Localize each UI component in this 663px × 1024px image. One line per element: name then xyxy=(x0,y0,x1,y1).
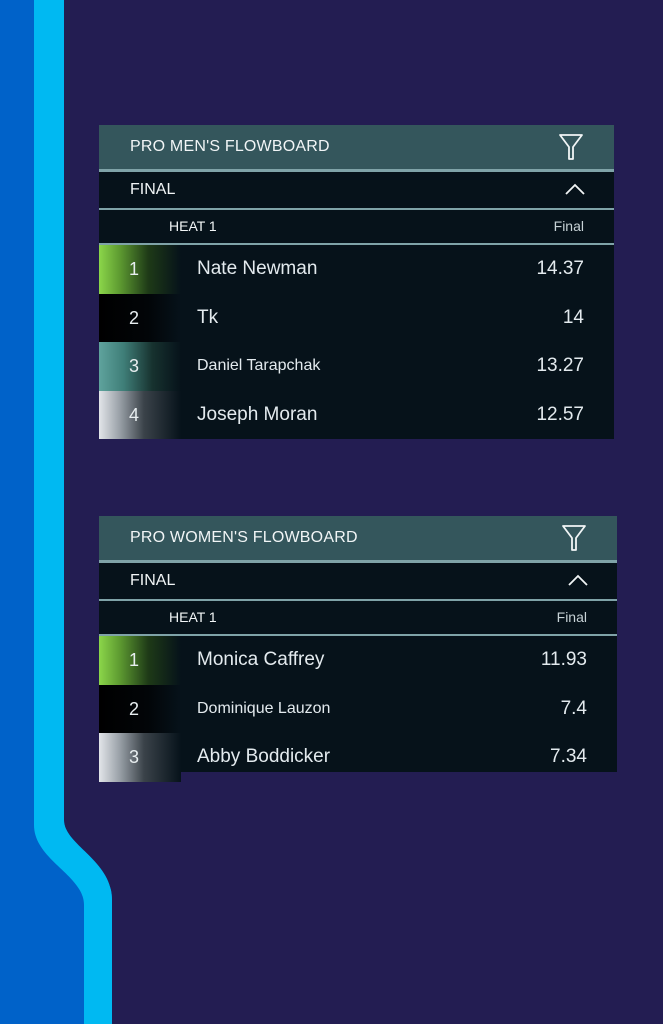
filter-funnel-icon[interactable] xyxy=(561,523,587,553)
board-title: PRO MEN'S FLOWBOARD xyxy=(130,138,330,155)
athlete-name: Joseph Moran xyxy=(197,403,318,425)
athlete-name: Dominique Lauzon xyxy=(197,699,331,717)
heat-label: HEAT 1 xyxy=(169,218,217,234)
rank-number: 3 xyxy=(129,356,140,376)
heat-status: Final xyxy=(556,609,587,625)
athlete-score: 13.27 xyxy=(536,355,584,376)
rank-badge xyxy=(99,684,181,733)
rank-badge xyxy=(99,342,181,391)
round-toggle-row[interactable]: FINAL xyxy=(99,563,617,601)
result-row[interactable]: 4 Joseph Moran 12.57 xyxy=(99,390,614,439)
heat-label: HEAT 1 xyxy=(169,609,217,625)
rank-number: 2 xyxy=(129,307,140,328)
athlete-name: Nate Newman xyxy=(197,258,318,279)
athlete-score: 12.57 xyxy=(536,403,584,425)
result-row[interactable]: 3 Daniel Tarapchak 13.27 xyxy=(99,342,614,391)
result-row[interactable]: 2 Dominique Lauzon 7.4 xyxy=(99,684,617,733)
board-header: PRO WOMEN'S FLOWBOARD xyxy=(99,516,617,563)
rank-number: 1 xyxy=(129,259,140,279)
athlete-name: Tk xyxy=(197,306,219,328)
result-row[interactable]: 3 Abby Boddicker 7.34 xyxy=(99,733,617,782)
athlete-score: 14 xyxy=(562,306,584,328)
athlete-name: Abby Boddicker xyxy=(197,746,331,767)
chevron-up-icon[interactable] xyxy=(567,573,589,587)
chevron-up-icon[interactable] xyxy=(564,182,586,196)
round-label: FINAL xyxy=(130,572,176,589)
athlete-name: Monica Caffrey xyxy=(197,649,325,670)
rank-number: 4 xyxy=(129,404,140,425)
heat-header-row: HEAT 1 Final xyxy=(99,210,614,245)
rank-badge xyxy=(99,733,181,782)
rank-number: 1 xyxy=(129,650,140,670)
athlete-score: 14.37 xyxy=(536,258,584,279)
rank-number: 3 xyxy=(129,747,140,767)
athlete-score: 7.34 xyxy=(550,746,587,767)
round-toggle-row[interactable]: FINAL xyxy=(99,172,614,210)
board-title: PRO WOMEN'S FLOWBOARD xyxy=(130,529,358,546)
round-label: FINAL xyxy=(130,181,176,198)
rank-badge xyxy=(99,293,181,342)
heat-status: Final xyxy=(553,218,584,234)
athlete-score: 7.4 xyxy=(560,697,587,719)
result-row[interactable]: 1 Monica Caffrey 11.93 xyxy=(99,636,617,685)
rank-badge xyxy=(99,390,181,439)
rank-badge xyxy=(99,636,181,685)
athlete-name: Daniel Tarapchak xyxy=(197,357,321,374)
rank-number: 2 xyxy=(129,698,140,719)
leaderboard-pro-womens-flowboard: PRO WOMEN'S FLOWBOARD FINAL HEAT 1 Final… xyxy=(99,516,617,782)
heat-header-row: HEAT 1 Final xyxy=(99,601,617,636)
athlete-score: 11.93 xyxy=(540,649,587,670)
result-row[interactable]: 2 Tk 14 xyxy=(99,293,614,342)
board-header: PRO MEN'S FLOWBOARD xyxy=(99,125,614,172)
leaderboard-pro-mens-flowboard: PRO MEN'S FLOWBOARD FINAL HEAT 1 Final 1… xyxy=(99,125,614,439)
rank-badge xyxy=(99,245,181,294)
result-row[interactable]: 1 Nate Newman 14.37 xyxy=(99,245,614,294)
filter-funnel-icon[interactable] xyxy=(558,132,584,162)
